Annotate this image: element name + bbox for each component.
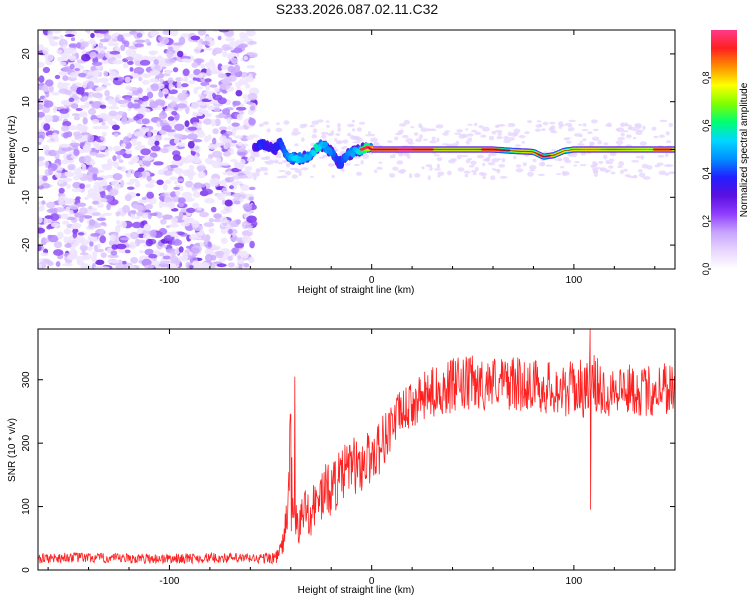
spectrogram-noise-cloud <box>38 30 675 269</box>
colorbar-axis: 0.0 0.2 0.4 0.6 0.8 <box>701 72 711 276</box>
spectrogram-y-tick-label: 20 <box>21 48 32 60</box>
spectrogram-ridge <box>252 137 675 169</box>
snr-panel: -100 0 100 0 100 200 300 Height of straight l… <box>7 328 676 596</box>
snr-series-line <box>38 329 675 565</box>
colorbar-tick-label: 0.0 <box>701 263 711 276</box>
spectrogram-y-tick-label: -10 <box>21 190 32 205</box>
colorbar-tick-label: 0.2 <box>701 215 711 228</box>
colorbar-label: Normalized spectral amplitude <box>739 82 750 217</box>
colorbar-tick-label: 0.6 <box>701 119 711 132</box>
page-title: S233.2026.087.02.11.C32 <box>275 1 439 17</box>
colorbar-tick-label: 0.4 <box>701 167 711 180</box>
snr-x-label: Height of straight line (km) <box>298 585 415 596</box>
spectrogram-y-tick-label: 10 <box>21 96 32 108</box>
snr-x-tick-label: 100 <box>566 576 583 587</box>
snr-frame <box>37 328 676 571</box>
colorbar-gradient <box>711 30 737 269</box>
snr-y-tick-label: 300 <box>21 371 32 388</box>
colorbar-tick-label: 0.8 <box>701 72 711 85</box>
snr-x-tick-label: 0 <box>369 576 375 587</box>
spectrogram-x-tick-label: 100 <box>566 275 583 286</box>
snr-y-tick-label: 0 <box>21 567 32 573</box>
spectrogram-x-tick-label: 0 <box>369 275 375 286</box>
snr-y-label: SNR (10 * v/v) <box>7 418 18 482</box>
snr-y-axis: 0 100 200 300 <box>21 371 675 573</box>
snr-x-axis: -100 0 100 <box>47 329 656 587</box>
snr-y-tick-label: 200 <box>21 434 32 451</box>
spectrogram-y-axis: -20 -10 0 10 20 <box>21 48 675 252</box>
spectrogram-x-tick-label: -100 <box>159 275 179 286</box>
snr-y-tick-label: 100 <box>21 498 32 515</box>
colorbar: 0.0 0.2 0.4 0.6 0.8 Normalized spectral ampl… <box>701 30 750 275</box>
spectrogram-y-tick-label: -20 <box>21 237 32 252</box>
spectrogram-x-axis: -100 0 100 <box>47 30 656 286</box>
spectrogram-y-tick-label: 0 <box>21 146 32 152</box>
spectrogram-ridge-trace <box>367 146 675 158</box>
spectrogram-x-label: Height of straight line (km) <box>298 285 415 296</box>
snr-x-tick-label: -100 <box>159 576 179 587</box>
spectrogram-y-label: Frequency (Hz) <box>7 116 18 185</box>
